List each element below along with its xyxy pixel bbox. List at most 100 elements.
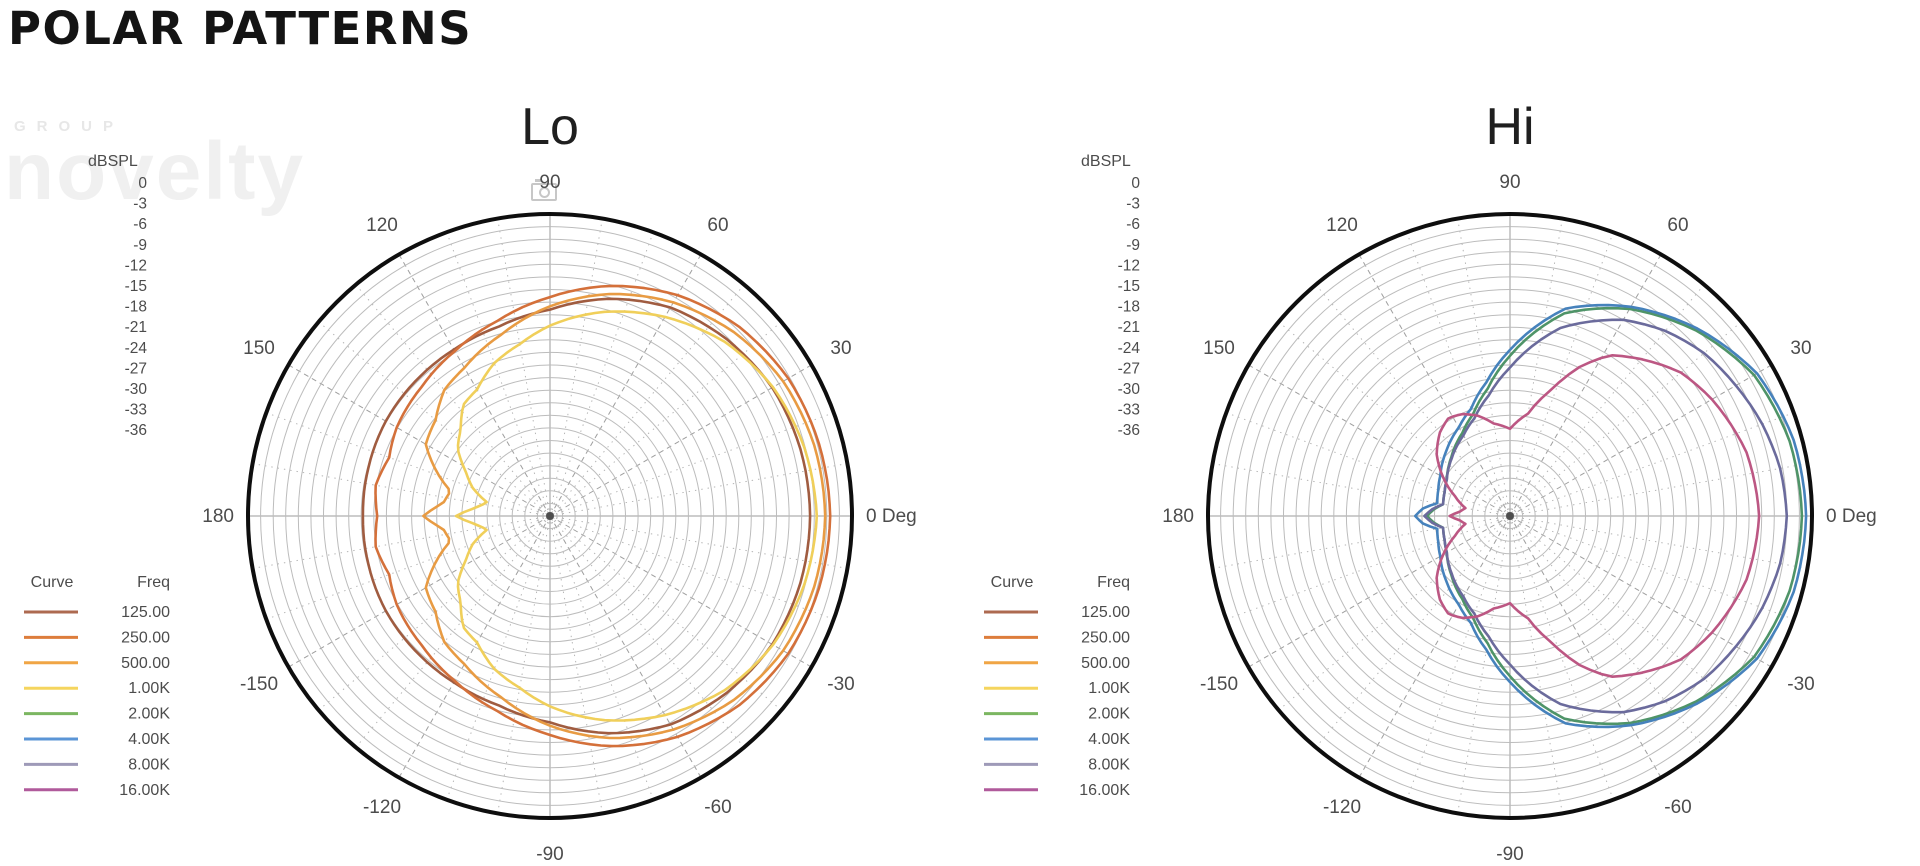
db-tick-label: -27 bbox=[1118, 360, 1140, 377]
db-tick-label: -33 bbox=[1118, 402, 1140, 419]
grid-ring bbox=[285, 251, 815, 781]
legend-freq-label: 8.00K bbox=[1088, 756, 1130, 773]
grid-ring bbox=[297, 263, 803, 769]
legend-curve-header: Curve bbox=[31, 574, 74, 591]
grid-ring bbox=[461, 427, 639, 605]
polar-grid bbox=[246, 212, 854, 820]
angle-label: -120 bbox=[363, 797, 401, 818]
legend-freq-header: Freq bbox=[137, 574, 170, 591]
legend-freq-header: Freq bbox=[1097, 574, 1130, 591]
legend-freq-label: 250.00 bbox=[121, 629, 170, 646]
grid-ring bbox=[398, 364, 702, 668]
angle-label: 180 bbox=[1162, 506, 1194, 527]
curves bbox=[1413, 303, 1808, 729]
grid-ring bbox=[1245, 251, 1775, 781]
db-tick-label: -30 bbox=[1118, 381, 1141, 398]
legend: Curve Freq 125.00 250.00 500.00 1.00K 2.00K 4.0… bbox=[984, 574, 1130, 799]
db-tick-label: -3 bbox=[1126, 196, 1140, 213]
db-tick-label: -30 bbox=[125, 381, 148, 398]
chart-title: Lo bbox=[521, 98, 579, 156]
grid-ring bbox=[436, 402, 664, 630]
camera-watermark-icon bbox=[531, 179, 557, 201]
outer-ring bbox=[1206, 212, 1814, 820]
db-tick-label: -21 bbox=[125, 319, 147, 336]
legend-freq-label: 8.00K bbox=[128, 756, 170, 773]
grid-ring bbox=[486, 452, 614, 580]
grid-ring bbox=[260, 226, 840, 806]
grid-ring bbox=[1270, 276, 1750, 756]
legend-freq-label: 125.00 bbox=[1081, 604, 1130, 621]
db-tick-label: -6 bbox=[1126, 216, 1140, 233]
legend-freq-label: 500.00 bbox=[1081, 655, 1130, 672]
angle-labels: 90 60 30 0 Deg -30 -60 -90 -120 -150 180 150 120 bbox=[1162, 172, 1876, 865]
db-tick-label: -9 bbox=[133, 237, 147, 254]
db-tick-label: -33 bbox=[125, 402, 147, 419]
angle-label: 180 bbox=[202, 506, 234, 527]
curve-125.00 bbox=[361, 297, 812, 735]
angle-label: -60 bbox=[1664, 797, 1691, 818]
db-scale-unit-label: dBSPL bbox=[1081, 153, 1131, 170]
legend-freq-label: 16.00K bbox=[119, 782, 170, 799]
legend-curve-header: Curve bbox=[991, 574, 1034, 591]
legend-freq-label: 2.00K bbox=[1088, 706, 1130, 723]
chart-title: Hi bbox=[1485, 98, 1534, 156]
angle-label: -30 bbox=[827, 674, 854, 695]
grid-ring bbox=[373, 339, 727, 693]
db-tick-label: -24 bbox=[1118, 340, 1141, 357]
grid-ring bbox=[1358, 364, 1662, 668]
grid-ring bbox=[272, 238, 828, 794]
legend-freq-label: 2.00K bbox=[128, 706, 170, 723]
angle-label: -150 bbox=[1200, 674, 1238, 695]
curve-250.00 bbox=[374, 284, 832, 748]
legend-freq-label: 4.00K bbox=[128, 731, 170, 748]
angle-labels: 90 60 30 0 Deg -30 -60 -90 -120 -150 180 150 120 bbox=[202, 172, 916, 865]
grid-ring bbox=[385, 351, 715, 681]
db-tick-label: -15 bbox=[1118, 278, 1140, 295]
angle-label: 30 bbox=[1790, 338, 1811, 359]
grid-ring bbox=[1459, 465, 1561, 567]
curve-500.00 bbox=[422, 292, 827, 740]
grid-ring bbox=[1396, 402, 1624, 630]
curves bbox=[361, 284, 832, 748]
curve-8.00K bbox=[1423, 318, 1789, 714]
db-tick-label: -9 bbox=[1126, 237, 1140, 254]
grid-ring bbox=[1434, 440, 1586, 592]
angle-label: 0 Deg bbox=[866, 506, 917, 527]
grid-ring bbox=[536, 502, 564, 530]
watermark-group-text: GROUP bbox=[14, 118, 125, 135]
db-tick-label: 0 bbox=[138, 175, 147, 192]
polar-grid bbox=[1206, 212, 1814, 820]
angle-label: 0 Deg bbox=[1826, 506, 1877, 527]
grid-ring bbox=[411, 377, 689, 655]
grid-ring bbox=[1484, 490, 1536, 542]
curve-4.00K bbox=[1413, 303, 1808, 729]
angle-label: -90 bbox=[536, 844, 563, 865]
grid-ring bbox=[474, 440, 626, 592]
angle-label: 60 bbox=[1667, 215, 1688, 236]
grid-ring bbox=[360, 326, 740, 706]
grid-ring bbox=[1333, 339, 1687, 693]
legend-freq-label: 16.00K bbox=[1079, 782, 1130, 799]
angle-label: -120 bbox=[1323, 797, 1361, 818]
grid-ring bbox=[1295, 301, 1725, 731]
db-tick-label: -21 bbox=[1118, 319, 1140, 336]
grid-ring bbox=[323, 289, 777, 743]
db-tick-label: -6 bbox=[133, 216, 147, 233]
grid-ring bbox=[1446, 452, 1574, 580]
grid-ring bbox=[1408, 414, 1612, 618]
angle-label: 90 bbox=[1499, 172, 1520, 193]
grid-ring bbox=[1371, 377, 1649, 655]
grid-ring bbox=[1220, 226, 1800, 806]
db-tick-label: -18 bbox=[1118, 299, 1140, 316]
legend: Curve Freq 125.00 250.00 500.00 1.00K 2.00K 4.0… bbox=[24, 574, 170, 799]
legend-freq-label: 1.00K bbox=[1088, 680, 1130, 697]
legend-freq-label: 500.00 bbox=[121, 655, 170, 672]
curve-16.00K bbox=[1435, 354, 1761, 678]
db-tick-label: -12 bbox=[1118, 257, 1140, 274]
grid-ring bbox=[511, 477, 589, 555]
grid-ring bbox=[499, 465, 601, 567]
